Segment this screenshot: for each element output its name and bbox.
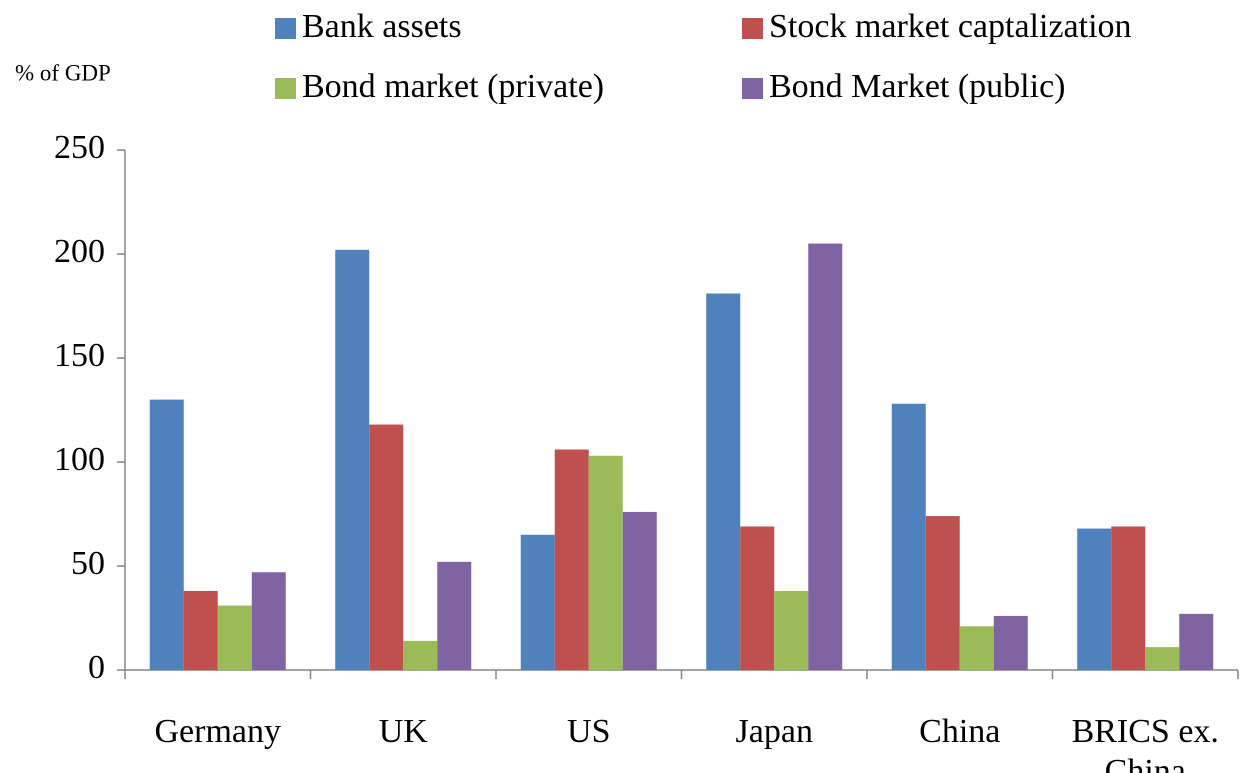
bar xyxy=(217,605,252,670)
bar xyxy=(1111,526,1146,670)
bar xyxy=(1077,528,1112,670)
legend-swatch xyxy=(742,78,763,99)
bar xyxy=(808,243,843,670)
bar xyxy=(622,511,657,670)
bar xyxy=(959,626,994,670)
x-tick-label: US xyxy=(567,713,611,750)
legend-label: Bank assets xyxy=(302,8,462,45)
bar xyxy=(740,526,775,670)
bar xyxy=(774,590,809,670)
bar xyxy=(706,293,741,670)
bar xyxy=(993,615,1028,670)
bar xyxy=(369,424,404,670)
x-tick-label: BRICS ex. China xyxy=(1071,713,1219,773)
y-tick-label: 150 xyxy=(54,337,105,374)
x-tick-label: China xyxy=(919,713,1001,750)
y-tick-label: 0 xyxy=(88,649,105,686)
bar xyxy=(891,403,926,670)
legend-swatch xyxy=(275,78,296,99)
bar xyxy=(251,572,286,670)
bar xyxy=(437,561,472,670)
bar xyxy=(925,516,960,670)
y-tick-label: 200 xyxy=(54,233,105,270)
legend-label: Bond market (private) xyxy=(302,68,604,105)
bar xyxy=(588,455,623,670)
legend-label: Stock market captalization xyxy=(769,8,1132,45)
bar xyxy=(1145,647,1180,670)
bar xyxy=(403,640,438,670)
x-tick-label: UK xyxy=(378,713,428,750)
legend-label: Bond Market (public) xyxy=(769,68,1066,105)
bar xyxy=(1179,613,1214,670)
bar xyxy=(520,534,555,670)
x-tick-label: Japan xyxy=(735,713,813,750)
x-tick-label: Germany xyxy=(154,713,281,750)
legend-swatch xyxy=(275,18,296,39)
bar xyxy=(335,249,370,670)
y-tick-label: 100 xyxy=(54,441,105,478)
y-axis-label: % of GDP xyxy=(15,60,111,85)
bar xyxy=(149,399,184,670)
y-tick-label: 250 xyxy=(54,129,105,166)
legend-swatch xyxy=(742,18,763,39)
y-tick-label: 50 xyxy=(71,545,105,582)
bar xyxy=(554,449,589,670)
bar xyxy=(183,590,218,670)
